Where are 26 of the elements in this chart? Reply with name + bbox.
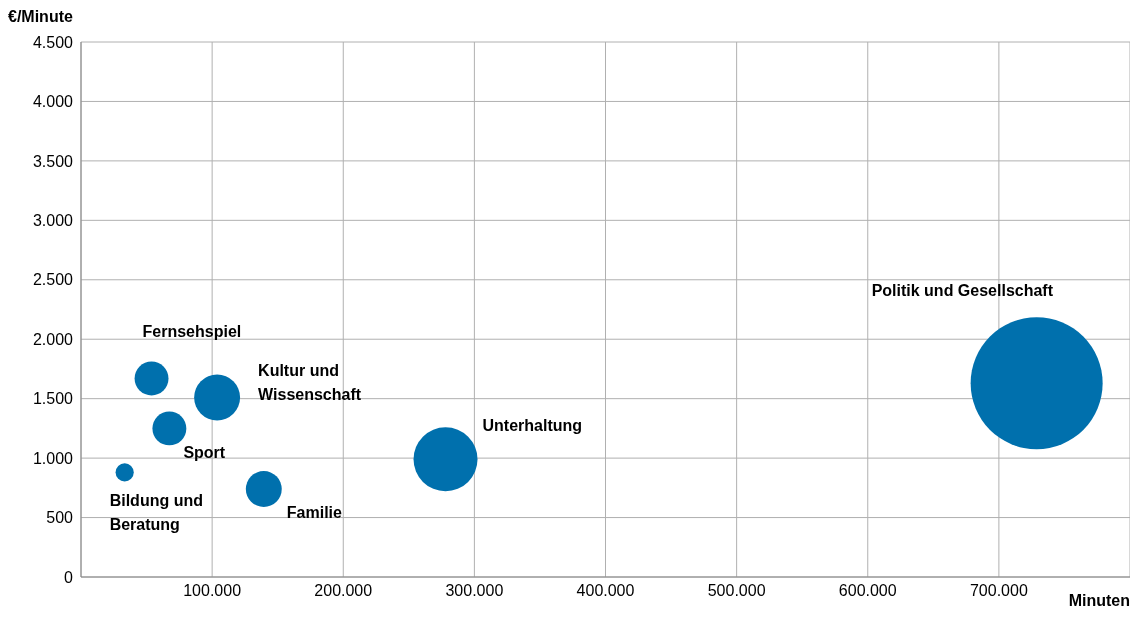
y-tick-label: 2.500	[32, 271, 74, 289]
y-tick-label: 0	[64, 568, 74, 586]
y-tick-label: 4.000	[32, 93, 74, 111]
x-tick-label: 500.000	[707, 582, 766, 600]
series-label: Bildung und Beratung	[109, 492, 203, 534]
x-tick-label: 200.000	[314, 582, 373, 600]
y-tick-label: 1.000	[32, 449, 74, 467]
y-tick-label: 3.000	[32, 212, 74, 230]
y-tick-label: 4.500	[32, 33, 74, 51]
x-tick-label: 600.000	[838, 582, 897, 600]
x-tick-label: 300.000	[445, 582, 504, 600]
series-label: Unterhaltung	[482, 417, 583, 435]
y-tick-label: 1.500	[32, 390, 74, 408]
x-tick-label: 700.000	[969, 582, 1028, 600]
series-label: Politik und Gesellschaft	[871, 282, 1054, 300]
y-tick-label: 500	[46, 509, 74, 527]
series-label: Familie	[286, 504, 343, 522]
series-label: Sport	[183, 444, 226, 462]
x-axis-title: Minuten	[1068, 592, 1130, 610]
series-label: Kultur und Wissenschaft	[258, 362, 362, 404]
x-tick-label: 100.000	[183, 582, 242, 600]
y-tick-label: 3.500	[32, 152, 74, 170]
y-tick-label: 2.000	[32, 330, 74, 348]
y-axis-title: €/Minute	[8, 8, 73, 26]
series-label: Fernsehspiel	[142, 323, 242, 341]
x-tick-label: 400.000	[576, 582, 635, 600]
